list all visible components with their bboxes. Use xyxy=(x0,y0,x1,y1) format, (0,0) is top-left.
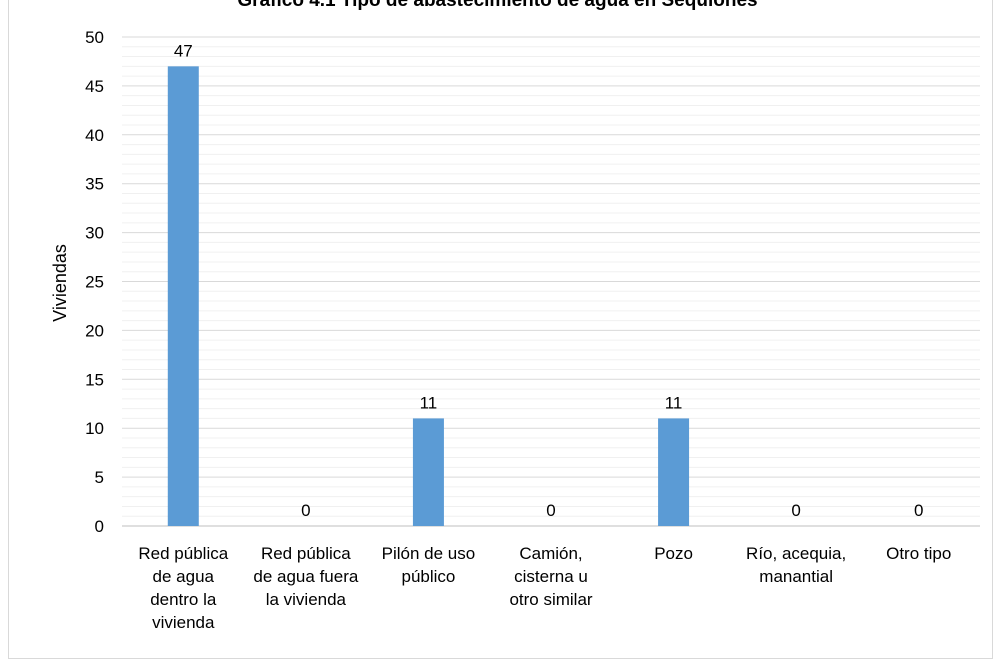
x-category-label: dentro la xyxy=(150,590,217,609)
x-category-label: Red pública xyxy=(261,544,351,563)
x-category-label: otro similar xyxy=(509,590,592,609)
y-axis-title: Viviendas xyxy=(50,244,70,322)
x-category-label: la vivienda xyxy=(266,590,347,609)
x-category-label: Pozo xyxy=(654,544,693,563)
x-category-label: público xyxy=(401,567,455,586)
y-tick-label: 20 xyxy=(85,321,104,340)
y-tick-label: 5 xyxy=(95,468,104,487)
x-category-label: Río, acequia, xyxy=(746,544,846,563)
data-label: 11 xyxy=(665,393,683,412)
x-category-label: Red pública xyxy=(138,544,228,563)
x-category-label: Otro tipo xyxy=(886,544,951,563)
x-category-label: manantial xyxy=(759,567,833,586)
data-label: 0 xyxy=(791,501,800,520)
data-label: 0 xyxy=(914,501,923,520)
x-category-label: cisterna u xyxy=(514,567,588,586)
y-tick-label: 50 xyxy=(85,28,104,47)
y-tick-label: 30 xyxy=(85,224,104,243)
y-tick-label: 40 xyxy=(85,126,104,145)
bars xyxy=(167,66,690,526)
data-label: 47 xyxy=(174,41,193,60)
x-category-label: de agua fuera xyxy=(253,567,358,586)
x-category-label: Camión, xyxy=(519,544,582,563)
data-label: 0 xyxy=(301,501,310,520)
gridlines xyxy=(122,36,980,527)
x-category-label: vivienda xyxy=(152,613,215,632)
chart-title: Gráfico 4.1 Tipo de abastecimiento de ag… xyxy=(237,0,758,11)
x-category-label: Pilón de uso xyxy=(382,544,476,563)
y-tick-label: 10 xyxy=(85,419,104,438)
x-category-label: de agua xyxy=(153,567,215,586)
data-label: 0 xyxy=(546,501,555,520)
y-tick-label: 25 xyxy=(85,273,104,292)
data-label: 11 xyxy=(420,393,438,412)
chart-frame xyxy=(8,0,993,659)
bar xyxy=(658,418,690,526)
labels: 0 5 10 15 20 25 30 35 40 45 50 47 Red pública de agua… xyxy=(85,28,951,632)
bar xyxy=(412,418,444,526)
y-tick-label: 15 xyxy=(85,370,104,389)
y-tick-label: 0 xyxy=(95,517,104,536)
bar xyxy=(167,66,199,526)
y-tick-label: 45 xyxy=(85,77,104,96)
y-tick-label: 35 xyxy=(85,175,104,194)
